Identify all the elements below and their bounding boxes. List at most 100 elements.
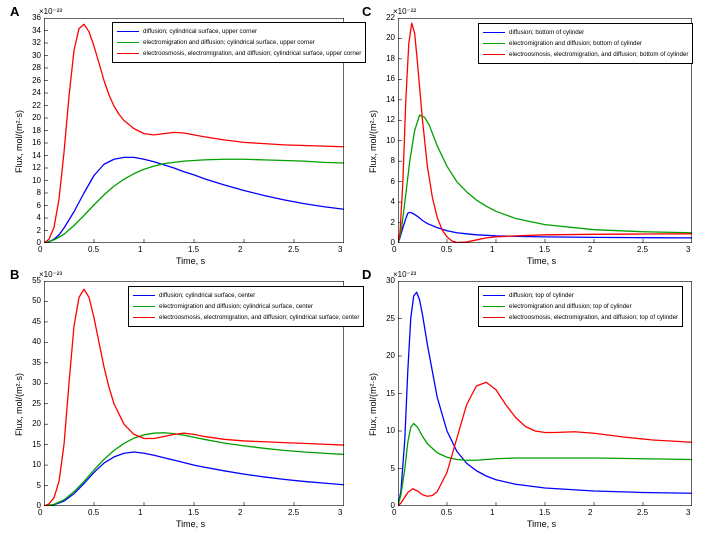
x-tick-label: 3 — [338, 509, 342, 517]
legend-label: electromigration and diffusion; bottom o… — [509, 38, 642, 49]
y-tick-label: 0 — [37, 502, 41, 510]
x-tick-label: 0 — [392, 246, 396, 254]
legend-line-icon — [483, 32, 505, 33]
y-tick-label: 18 — [32, 127, 41, 135]
y-tick-label: 10 — [32, 461, 41, 469]
legend-label: diffusion; cylindrical surface, center — [159, 290, 255, 301]
y-exponent: ×10⁻²³ — [39, 270, 62, 279]
legend-item: electromigration and diffusion; bottom o… — [483, 38, 688, 49]
y-tick-label: 16 — [386, 75, 395, 83]
panel-label-d: D — [362, 267, 371, 282]
y-tick-label: 4 — [391, 198, 395, 206]
y-tick-label: 20 — [386, 352, 395, 360]
y-tick-label: 20 — [32, 114, 41, 122]
y-tick-label: 35 — [32, 359, 41, 367]
legend-label: electroosmosis, electromigration, and di… — [143, 48, 361, 59]
y-tick-label: 30 — [32, 52, 41, 60]
legend-line-icon — [483, 295, 505, 296]
panel-label-c: C — [362, 4, 371, 19]
y-tick-label: 10 — [386, 137, 395, 145]
y-tick-label: 25 — [32, 400, 41, 408]
x-tick-label: 1.5 — [539, 509, 550, 517]
y-tick-label: 14 — [32, 152, 41, 160]
legend-label: electroosmosis, electromigration, and di… — [509, 49, 688, 60]
y-tick-label: 20 — [32, 420, 41, 428]
x-tick-label: 1 — [490, 246, 494, 254]
y-tick-label: 10 — [386, 427, 395, 435]
y-exponent: ×10⁻²³ — [39, 7, 62, 16]
legend-item: electroosmosis, electromigration, and di… — [117, 48, 361, 59]
legend-item: diffusion; cylindrical surface, center — [133, 290, 359, 301]
y-tick-label: 30 — [386, 277, 395, 285]
y-tick-label: 6 — [391, 178, 395, 186]
y-tick-label: 2 — [37, 227, 41, 235]
legend-label: electromigration and diffusion; cylindri… — [159, 301, 313, 312]
y-tick-label: 10 — [32, 177, 41, 185]
legend: diffusion; top of cylinderelectromigrati… — [478, 286, 683, 327]
y-tick-label: 36 — [32, 14, 41, 22]
panel-label-a: A — [10, 4, 19, 19]
x-tick-label: 0.5 — [441, 246, 452, 254]
series-line — [44, 452, 344, 506]
legend-label: electromigration and diffusion; top of c… — [509, 301, 632, 312]
legend-line-icon — [117, 31, 139, 32]
y-tick-label: 22 — [386, 14, 395, 22]
x-tick-label: 2 — [588, 246, 592, 254]
y-tick-label: 0 — [391, 502, 395, 510]
y-axis-label: Flux, mol/(m²·s) — [368, 110, 378, 173]
x-tick-label: 1.5 — [188, 246, 199, 254]
legend-line-icon — [133, 295, 155, 296]
y-tick-label: 26 — [32, 77, 41, 85]
x-axis-label: Time, s — [527, 256, 556, 266]
legend-label: electroosmosis, electromigration, and di… — [509, 312, 678, 323]
legend-line-icon — [483, 306, 505, 307]
legend-label: diffusion; bottom of cylinder — [509, 27, 584, 38]
legend-line-icon — [133, 317, 155, 318]
x-tick-label: 2.5 — [288, 509, 299, 517]
legend-line-icon — [117, 53, 139, 54]
y-tick-label: 4 — [37, 214, 41, 222]
y-tick-label: 25 — [386, 315, 395, 323]
y-tick-label: 6 — [37, 202, 41, 210]
legend-label: diffusion; top of cylinder — [509, 290, 574, 301]
y-tick-label: 14 — [386, 96, 395, 104]
y-tick-label: 22 — [32, 102, 41, 110]
x-axis-label: Time, s — [176, 256, 205, 266]
legend-item: electromigration and diffusion; top of c… — [483, 301, 678, 312]
legend-item: electromigration and diffusion; cylindri… — [117, 37, 361, 48]
x-tick-label: 1 — [138, 509, 142, 517]
x-tick-label: 0.5 — [88, 246, 99, 254]
y-tick-label: 30 — [32, 379, 41, 387]
y-tick-label: 15 — [386, 390, 395, 398]
series-line — [398, 115, 692, 243]
x-tick-label: 1.5 — [539, 246, 550, 254]
y-tick-label: 12 — [32, 164, 41, 172]
legend-label: electroosmosis, electromigration, and di… — [159, 312, 359, 323]
series-line — [44, 159, 344, 243]
legend-line-icon — [133, 306, 155, 307]
legend-line-icon — [483, 43, 505, 44]
y-tick-label: 40 — [32, 338, 41, 346]
series-line — [398, 424, 692, 507]
y-axis-label: Flux, mol/(m²·s) — [14, 373, 24, 436]
y-tick-label: 2 — [391, 219, 395, 227]
legend-item: electroosmosis, electromigration, and di… — [483, 312, 678, 323]
y-tick-label: 32 — [32, 39, 41, 47]
x-tick-label: 0 — [38, 509, 42, 517]
y-axis-label: Flux, mol/(m²·s) — [368, 373, 378, 436]
x-tick-label: 0 — [38, 246, 42, 254]
y-tick-label: 55 — [32, 277, 41, 285]
x-tick-label: 2.5 — [637, 509, 648, 517]
y-tick-label: 16 — [32, 139, 41, 147]
x-tick-label: 2 — [238, 246, 242, 254]
x-tick-label: 0 — [392, 509, 396, 517]
y-tick-label: 45 — [32, 318, 41, 326]
y-tick-label: 28 — [32, 64, 41, 72]
y-tick-label: 0 — [391, 239, 395, 247]
legend-line-icon — [483, 54, 505, 55]
x-tick-label: 3 — [686, 246, 690, 254]
y-exponent: ×10⁻²² — [393, 7, 416, 16]
legend-line-icon — [483, 317, 505, 318]
legend-item: electroosmosis, electromigration, and di… — [133, 312, 359, 323]
y-tick-label: 0 — [37, 239, 41, 247]
